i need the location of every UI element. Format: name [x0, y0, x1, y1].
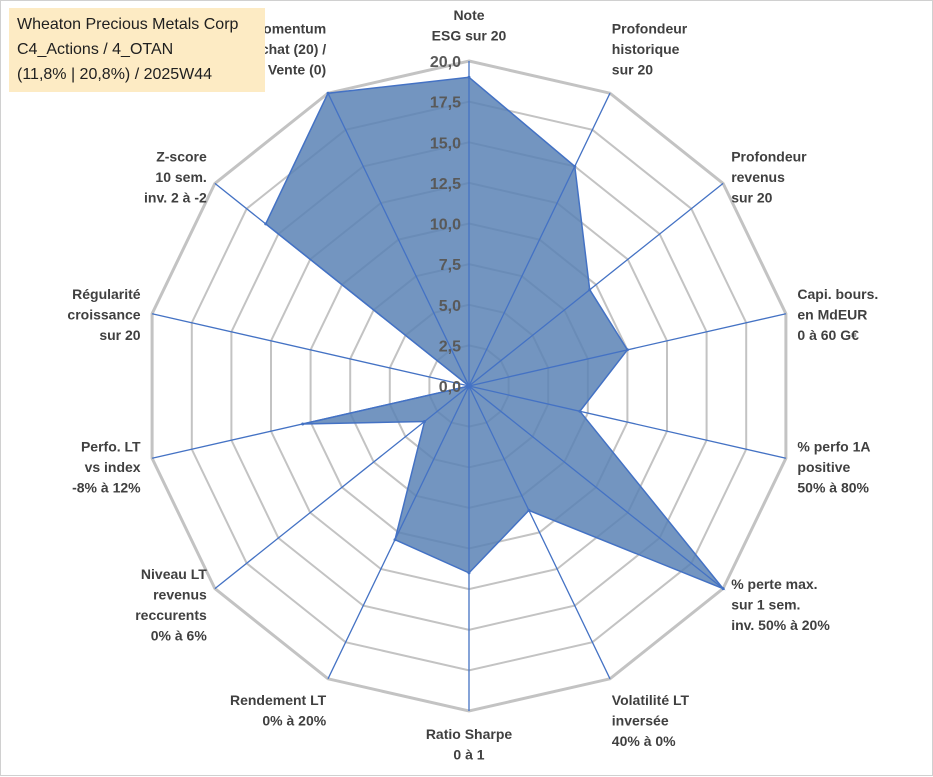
axis-label: Capi. bours. en MdEUR 0 à 60 G€	[797, 286, 878, 343]
axis-label: Perfo. LT vs index -8% à 12%	[72, 439, 141, 496]
axis-spoke	[151, 385, 470, 459]
tick-label: 10,0	[430, 217, 461, 234]
tick-label: 17,5	[430, 95, 461, 112]
company-name: Wheaton Precious Metals Corp	[17, 16, 239, 33]
tick-label: 0,0	[439, 379, 461, 396]
tick-label: 12,5	[430, 176, 461, 193]
axis-label: Momentum Achat (20) / Vente (0)	[251, 21, 327, 78]
period-info: (11,8% | 20,8%) / 2025W44	[17, 66, 213, 83]
axis-spoke	[468, 385, 724, 590]
tick-label: 2,5	[439, 338, 461, 355]
axis-spoke	[468, 182, 724, 387]
info-box: Wheaton Precious Metals Corp C4_Actions …	[9, 8, 265, 92]
tick-labels: 0,0 2,5 5,0 7,5 10,0 12,5 15,0 17,5 20,0	[430, 54, 461, 396]
axis-spoke	[468, 313, 787, 387]
axis-labels: Note ESG sur 20 Profondeur historique sur 20…	[67, 7, 878, 763]
axis-label: Niveau LT revenus reccurents 0% à 6%	[135, 566, 207, 644]
axis-label: % perfo 1A positive 50% à 80%	[797, 439, 870, 496]
axis-spoke	[214, 385, 470, 590]
axis-spoke	[468, 92, 611, 387]
tick-label: 15,0	[430, 135, 461, 152]
axis-label: Ratio Sharpe 0 à 1	[426, 726, 513, 763]
axis-spoke	[151, 313, 470, 387]
axis-label: Z-score 10 sem. inv. 2 à -2	[144, 148, 207, 205]
axis-label: Profondeur revenus sur 20	[731, 148, 807, 205]
axis-spoke	[468, 385, 611, 680]
axis-label: Régularité croissance sur 20	[67, 286, 140, 343]
axis-spoke	[327, 92, 470, 387]
axis-label: Volatilité LT inversée 40% à 0%	[612, 692, 690, 749]
tick-label: 5,0	[439, 298, 461, 315]
axis-spoke	[214, 182, 470, 387]
axis-label: Rendement LT 0% à 20%	[230, 692, 327, 729]
tick-label: 7,5	[439, 257, 461, 274]
axis-spoke	[327, 385, 470, 680]
axis-label: Note ESG sur 20	[432, 7, 507, 44]
portfolio-path: C4_Actions / 4_OTAN	[17, 41, 174, 58]
spokes	[151, 61, 787, 711]
axis-label: Profondeur historique sur 20	[612, 21, 688, 78]
tick-label: 20,0	[430, 54, 461, 71]
axis-label: % perte max. sur 1 sem. inv. 50% à 20%	[731, 576, 830, 633]
axis-spoke	[468, 385, 787, 459]
